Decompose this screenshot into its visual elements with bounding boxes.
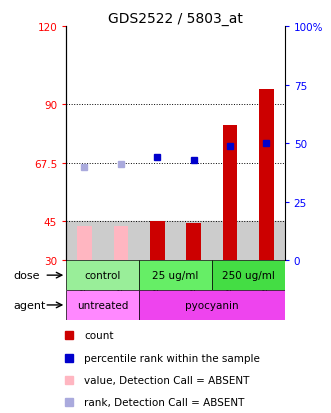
Text: control: control <box>84 271 121 280</box>
Bar <box>103 222 139 261</box>
Text: pyocyanin: pyocyanin <box>185 300 239 310</box>
Text: count: count <box>84 331 114 341</box>
Bar <box>248 222 285 261</box>
Bar <box>139 222 175 261</box>
Text: agent: agent <box>13 300 46 310</box>
Bar <box>259 90 274 261</box>
Text: 25 ug/ml: 25 ug/ml <box>152 271 199 280</box>
Text: rank, Detection Call = ABSENT: rank, Detection Call = ABSENT <box>84 397 245 407</box>
Text: value, Detection Call = ABSENT: value, Detection Call = ABSENT <box>84 375 250 385</box>
Bar <box>186 223 201 261</box>
Title: GDS2522 / 5803_at: GDS2522 / 5803_at <box>108 12 243 26</box>
Bar <box>66 261 139 290</box>
Bar <box>77 227 92 261</box>
Text: 250 ug/ml: 250 ug/ml <box>222 271 275 280</box>
Bar <box>212 222 248 261</box>
Bar <box>150 222 165 261</box>
Bar <box>212 261 285 290</box>
Bar <box>139 290 285 320</box>
Bar <box>114 227 128 261</box>
Bar <box>223 126 237 261</box>
Bar <box>139 261 212 290</box>
Bar <box>66 290 139 320</box>
Bar <box>175 222 212 261</box>
Text: untreated: untreated <box>77 300 128 310</box>
Text: dose: dose <box>13 271 40 280</box>
Bar <box>66 222 103 261</box>
Text: percentile rank within the sample: percentile rank within the sample <box>84 353 260 363</box>
